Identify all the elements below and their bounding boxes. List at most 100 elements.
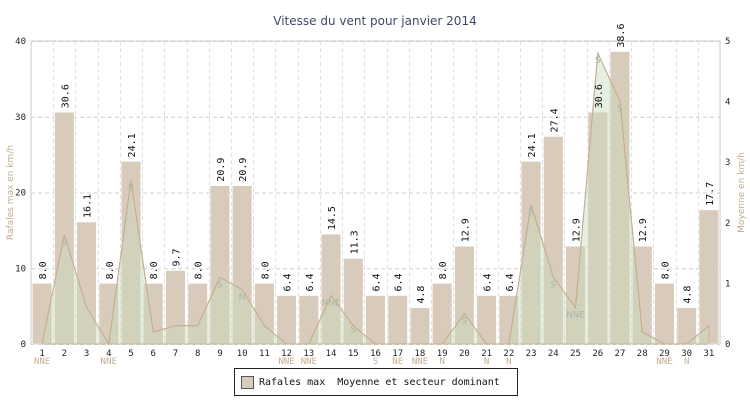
bar-value-label: 12.9 <box>572 218 583 242</box>
bar-value-label: 6.4 <box>505 273 516 291</box>
x-tick-label: 12 <box>281 349 292 359</box>
x-tick-label: 27 <box>615 349 626 359</box>
bar-value-label: 6.4 <box>283 273 294 291</box>
direction-below-label: S <box>373 357 378 367</box>
bar-value-label: 12.9 <box>638 218 649 242</box>
direction-below-label: NNE <box>656 357 672 367</box>
y-left-tick-label: 0 <box>21 340 26 350</box>
y-right-tick-label: 3 <box>725 158 730 168</box>
x-tick-label: 6 <box>151 349 156 359</box>
y-left-tick-label: 10 <box>15 264 26 274</box>
average-line <box>41 51 710 346</box>
direction-below-label: NNE <box>412 357 428 367</box>
direction-inside-label: S <box>528 208 534 218</box>
x-tick-label: 11 <box>259 349 270 359</box>
x-tick-label: 31 <box>703 349 714 359</box>
direction-below-label: N <box>506 357 511 367</box>
bar-value-label: 38.6 <box>616 24 627 48</box>
x-tick-label: 16 <box>370 349 381 359</box>
x-tick-label: 3 <box>84 349 89 359</box>
bar-value-label: 4.8 <box>416 286 427 304</box>
y-left-tick-label: 40 <box>15 37 26 47</box>
direction-inside-label: NNE <box>321 299 340 309</box>
direction-below-label: N <box>484 357 489 367</box>
direction-below-label: NNE <box>278 357 294 367</box>
x-tick-label: 28 <box>637 349 648 359</box>
bar-value-label: 27.4 <box>549 108 560 132</box>
x-tick-label: 14 <box>326 349 337 359</box>
y-left-tick-label: 20 <box>15 189 26 199</box>
bar-value-label: 20.9 <box>238 158 249 182</box>
direction-inside-label: S <box>595 56 601 66</box>
bar-value-label: 30.6 <box>60 84 71 108</box>
direction-inside-label: N <box>239 292 246 302</box>
x-tick-label: 17 <box>392 349 403 359</box>
x-tick-label: 21 <box>481 349 492 359</box>
bar-value-label: 24.1 <box>527 133 538 157</box>
direction-inside-label: S <box>350 325 356 335</box>
x-tick-label: 8 <box>195 349 200 359</box>
x-tick-label: 25 <box>570 349 581 359</box>
y-right-tick-label: 0 <box>725 340 730 350</box>
direction-inside-label: NNE <box>566 311 585 321</box>
bar <box>276 295 297 345</box>
x-tick-label: 18 <box>415 349 426 359</box>
bar-value-label: 4.8 <box>683 286 694 304</box>
bar-value-label: 8.0 <box>194 261 205 279</box>
y-right-tick-label: 5 <box>725 37 730 47</box>
bar <box>365 295 386 345</box>
bar-value-label: 6.4 <box>305 273 316 291</box>
x-tick-label: 22 <box>503 349 514 359</box>
y-right-tick-label: 4 <box>725 98 730 108</box>
y-left-axis-title: Rafales max en km/h <box>6 145 16 240</box>
chart-title: Vitesse du vent pour janvier 2014 <box>273 14 477 28</box>
bar-value-label: 8.0 <box>105 261 116 279</box>
direction-below-label: N <box>684 357 689 367</box>
direction-below-label: N <box>439 357 444 367</box>
bar <box>698 209 719 345</box>
bar-value-label: 6.4 <box>372 273 383 291</box>
bar-value-label: 9.7 <box>171 248 182 266</box>
direction-inside-label: S <box>550 280 556 290</box>
x-tick-label: 19 <box>437 349 448 359</box>
legend: Rafales max Moyenne et secteur dominant <box>234 368 518 396</box>
bar-value-label: 6.4 <box>483 273 494 291</box>
x-tick-label: 4 <box>106 349 111 359</box>
bar-value-label: 12.9 <box>460 218 471 242</box>
y-right-tick-label: 2 <box>725 219 730 229</box>
bar-value-label: 11.3 <box>349 230 360 254</box>
x-tick-label: 30 <box>681 349 692 359</box>
x-tick-label: 2 <box>62 349 67 359</box>
bar-value-label: 17.7 <box>705 182 716 206</box>
bar-value-label: 14.5 <box>327 206 338 230</box>
x-tick-label: 26 <box>592 349 603 359</box>
direction-below-label: NNE <box>34 357 50 367</box>
legend-swatch-gusts <box>241 375 254 389</box>
x-tick-label: 10 <box>237 349 248 359</box>
x-tick-label: 29 <box>659 349 670 359</box>
bar-value-label: 8.0 <box>438 261 449 279</box>
x-tick-label: 1 <box>39 349 44 359</box>
direction-below-label: NNE <box>101 357 117 367</box>
y-left-tick-label: 30 <box>15 113 26 123</box>
bar-value-label: 8.0 <box>38 261 49 279</box>
x-tick-label: 24 <box>548 349 559 359</box>
bar <box>387 295 408 345</box>
bar <box>409 307 430 345</box>
direction-inside-label: S <box>462 317 468 327</box>
x-tick-label: 5 <box>128 349 133 359</box>
x-tick-label: 9 <box>217 349 222 359</box>
y-right-tick-label: 1 <box>725 279 730 289</box>
bar-value-label: 6.4 <box>394 273 405 291</box>
direction-inside-label: S <box>61 238 67 248</box>
x-tick-label: 15 <box>348 349 359 359</box>
direction-inside-label: S <box>128 183 134 193</box>
x-tick-label: 20 <box>459 349 470 359</box>
bar-value-label: 8.0 <box>660 261 671 279</box>
bar-value-label: 30.6 <box>594 84 605 108</box>
direction-inside-label: S <box>217 280 223 290</box>
bar-value-label: 24.1 <box>127 133 138 157</box>
y-right-axis-title: Moyenne en km/h <box>737 152 747 233</box>
x-tick-label: 7 <box>173 349 178 359</box>
